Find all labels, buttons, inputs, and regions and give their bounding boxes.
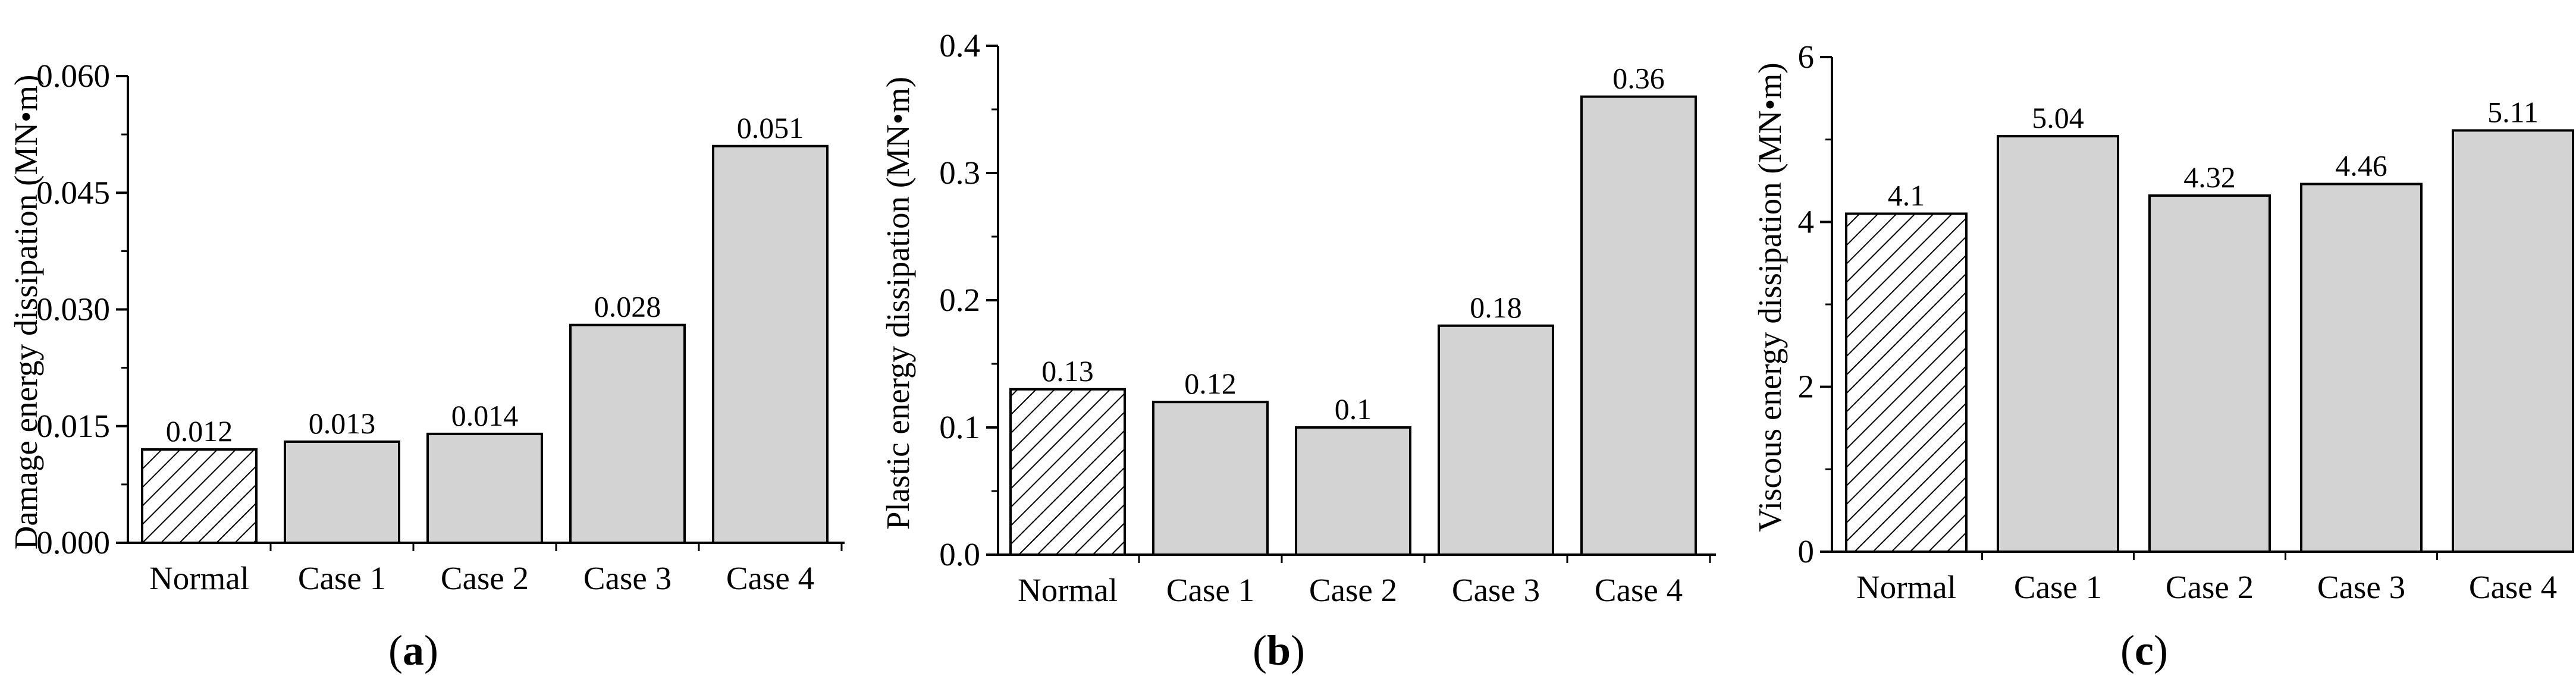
y-tick-label: 0.3 — [939, 155, 980, 191]
chart-panel-b: Plastic energy dissipation (MN•m) 0.0 0.1… — [880, 27, 1716, 674]
panel-label: (b) — [1253, 627, 1305, 674]
bar — [2300, 183, 2423, 553]
bar — [1580, 95, 1697, 556]
x-tick-label: Case 3 — [583, 560, 672, 596]
x-tick-label: Case 2 — [441, 560, 529, 596]
chart-panel-a: Damage energy dissipation (MN•m) 0.0000.… — [8, 58, 845, 674]
data-label: 4.32 — [2183, 161, 2236, 194]
data-label: 0.028 — [594, 290, 661, 323]
y-axis-title: Plastic energy dissipation (MN•m) — [880, 77, 916, 530]
x-tick-label: Case 2 — [1309, 572, 1397, 608]
bar — [426, 432, 543, 544]
data-label: 0.13 — [1041, 354, 1094, 388]
bar — [1438, 324, 1554, 556]
chart-marks: 0.000 0.015 0.030 0.045 0.060 0.012 Normal 0.01… — [36, 58, 845, 596]
y-tick-label: 0.015 — [36, 408, 110, 444]
y-tick-label: 0.045 — [36, 174, 110, 210]
y-axis-title: Damage energy dissipation (MN•m) — [8, 75, 44, 550]
panel-letter: a — [403, 627, 424, 674]
bar — [141, 448, 258, 544]
bar — [2452, 129, 2574, 553]
x-tick-label: Case 2 — [2166, 569, 2254, 605]
data-label: 4.46 — [2335, 149, 2387, 183]
bar — [1845, 212, 1968, 553]
data-label: 5.11 — [2487, 95, 2539, 128]
bar — [2148, 194, 2271, 553]
data-label: 5.04 — [2032, 101, 2084, 134]
x-tick-label: Normal — [1856, 569, 1956, 605]
y-tick-label: 0 — [1798, 533, 1815, 570]
bar — [284, 440, 400, 545]
panel-label: (c) — [2120, 627, 2168, 674]
y-tick-label: 2 — [1798, 369, 1815, 405]
data-label: 0.36 — [1612, 62, 1665, 95]
bar — [1295, 426, 1411, 556]
bar — [1152, 401, 1269, 556]
data-label: 0.18 — [1470, 291, 1522, 324]
x-tick-label: Case 4 — [2469, 569, 2557, 605]
y-tick-label: 4 — [1798, 203, 1815, 240]
y-tick-label: 0.030 — [36, 291, 110, 328]
y-tick-label: 0.4 — [939, 27, 980, 64]
y-axis-title: Viscous energy dissipation (MN•m) — [1752, 62, 1788, 531]
panel-letter: c — [2135, 627, 2154, 674]
chart-marks: 0.0 0.1 0.2 0.3 0.4 0.13 Normal 0.12 Case 1 0.1 Ca… — [939, 27, 1716, 608]
data-label: 0.014 — [451, 399, 519, 432]
bar — [712, 144, 829, 544]
x-tick-label: Case 1 — [1166, 572, 1254, 608]
bar — [1997, 135, 2119, 553]
y-tick-label: 0.060 — [36, 58, 110, 94]
x-tick-label: Case 3 — [2317, 569, 2405, 605]
y-tick-label: 0.0 — [939, 536, 980, 573]
y-tick-label: 6 — [1798, 39, 1815, 75]
chart-panel-c: Viscous energy dissipation (MN•m) 0 2 4 6 4.… — [1752, 39, 2574, 674]
chart-marks: 0 2 4 6 4.1 Normal 5.04 Case 1 4.32 Case 2 4.46 Cas… — [1798, 39, 2574, 605]
data-label: 0.013 — [309, 407, 376, 440]
x-tick-label: Case 1 — [2014, 569, 2102, 605]
x-tick-label: Case 4 — [726, 560, 814, 596]
x-tick-label: Case 1 — [298, 560, 386, 596]
panel-label: (a) — [388, 627, 438, 674]
panel-letter: b — [1267, 627, 1291, 674]
y-tick-label: 0.1 — [939, 409, 980, 445]
x-tick-label: Case 3 — [1452, 572, 1540, 608]
x-tick-label: Case 4 — [1595, 572, 1683, 608]
data-label: 4.1 — [1888, 178, 1925, 212]
bar — [1009, 388, 1126, 556]
data-label: 0.012 — [166, 414, 233, 448]
data-label: 0.12 — [1184, 367, 1237, 400]
y-tick-label: 0.000 — [36, 524, 110, 561]
data-label: 0.1 — [1335, 392, 1372, 426]
x-tick-label: Normal — [149, 560, 249, 596]
y-tick-label: 0.2 — [939, 282, 980, 318]
x-tick-label: Normal — [1018, 572, 1118, 608]
bar — [569, 323, 686, 545]
data-label: 0.051 — [737, 111, 804, 144]
